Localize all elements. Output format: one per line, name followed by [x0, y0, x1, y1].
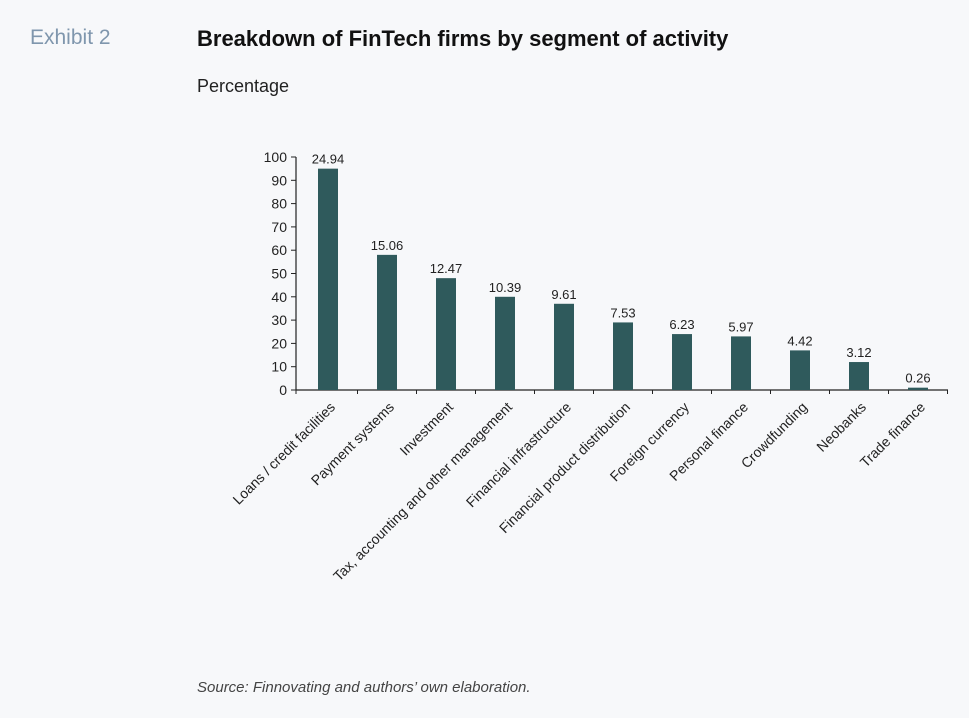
bar [318, 168, 338, 390]
data-label: 15.06 [371, 238, 404, 253]
x-tick-label: Financial infrastructure [463, 399, 575, 511]
bar [672, 334, 692, 390]
bar [908, 387, 928, 390]
chart-subtitle: Percentage [197, 76, 290, 96]
bar [790, 350, 810, 390]
bar [495, 296, 515, 390]
chart-title: Breakdown of FinTech firms by segment of… [197, 26, 729, 51]
y-tick-label: 80 [271, 196, 287, 212]
data-label: 3.12 [846, 345, 871, 360]
x-tick-label: Investment [396, 399, 456, 459]
bar [731, 336, 751, 390]
source-note: Source: Finnovating and authors’ own ela… [197, 679, 531, 696]
data-label: 12.47 [430, 261, 463, 276]
data-label: 6.23 [669, 317, 694, 332]
x-tick-label: Loans / credit facilities [229, 399, 338, 508]
y-tick-label: 40 [271, 289, 287, 305]
bar [613, 322, 633, 390]
bar [436, 278, 456, 390]
x-tick-label: Neobanks [813, 399, 869, 455]
data-label: 9.61 [551, 287, 576, 302]
bar [554, 303, 574, 390]
y-tick-label: 30 [271, 312, 287, 328]
data-label: 5.97 [728, 319, 753, 334]
y-tick-label: 0 [279, 382, 287, 398]
y-tick-label: 50 [271, 266, 287, 282]
data-label: 4.42 [787, 333, 812, 348]
y-tick-label: 90 [271, 172, 287, 188]
y-tick-label: 60 [271, 242, 287, 258]
bar [849, 362, 869, 390]
y-tick-label: 70 [271, 219, 287, 235]
y-tick-label: 20 [271, 335, 287, 351]
y-tick-label: 100 [264, 149, 288, 165]
data-label: 24.94 [312, 152, 345, 167]
exhibit-label: Exhibit 2 [30, 26, 111, 49]
data-label: 10.39 [489, 280, 522, 295]
data-label: 0.26 [905, 371, 930, 386]
y-tick-label: 10 [271, 359, 287, 375]
bar [377, 254, 397, 390]
data-label: 7.53 [610, 305, 635, 320]
